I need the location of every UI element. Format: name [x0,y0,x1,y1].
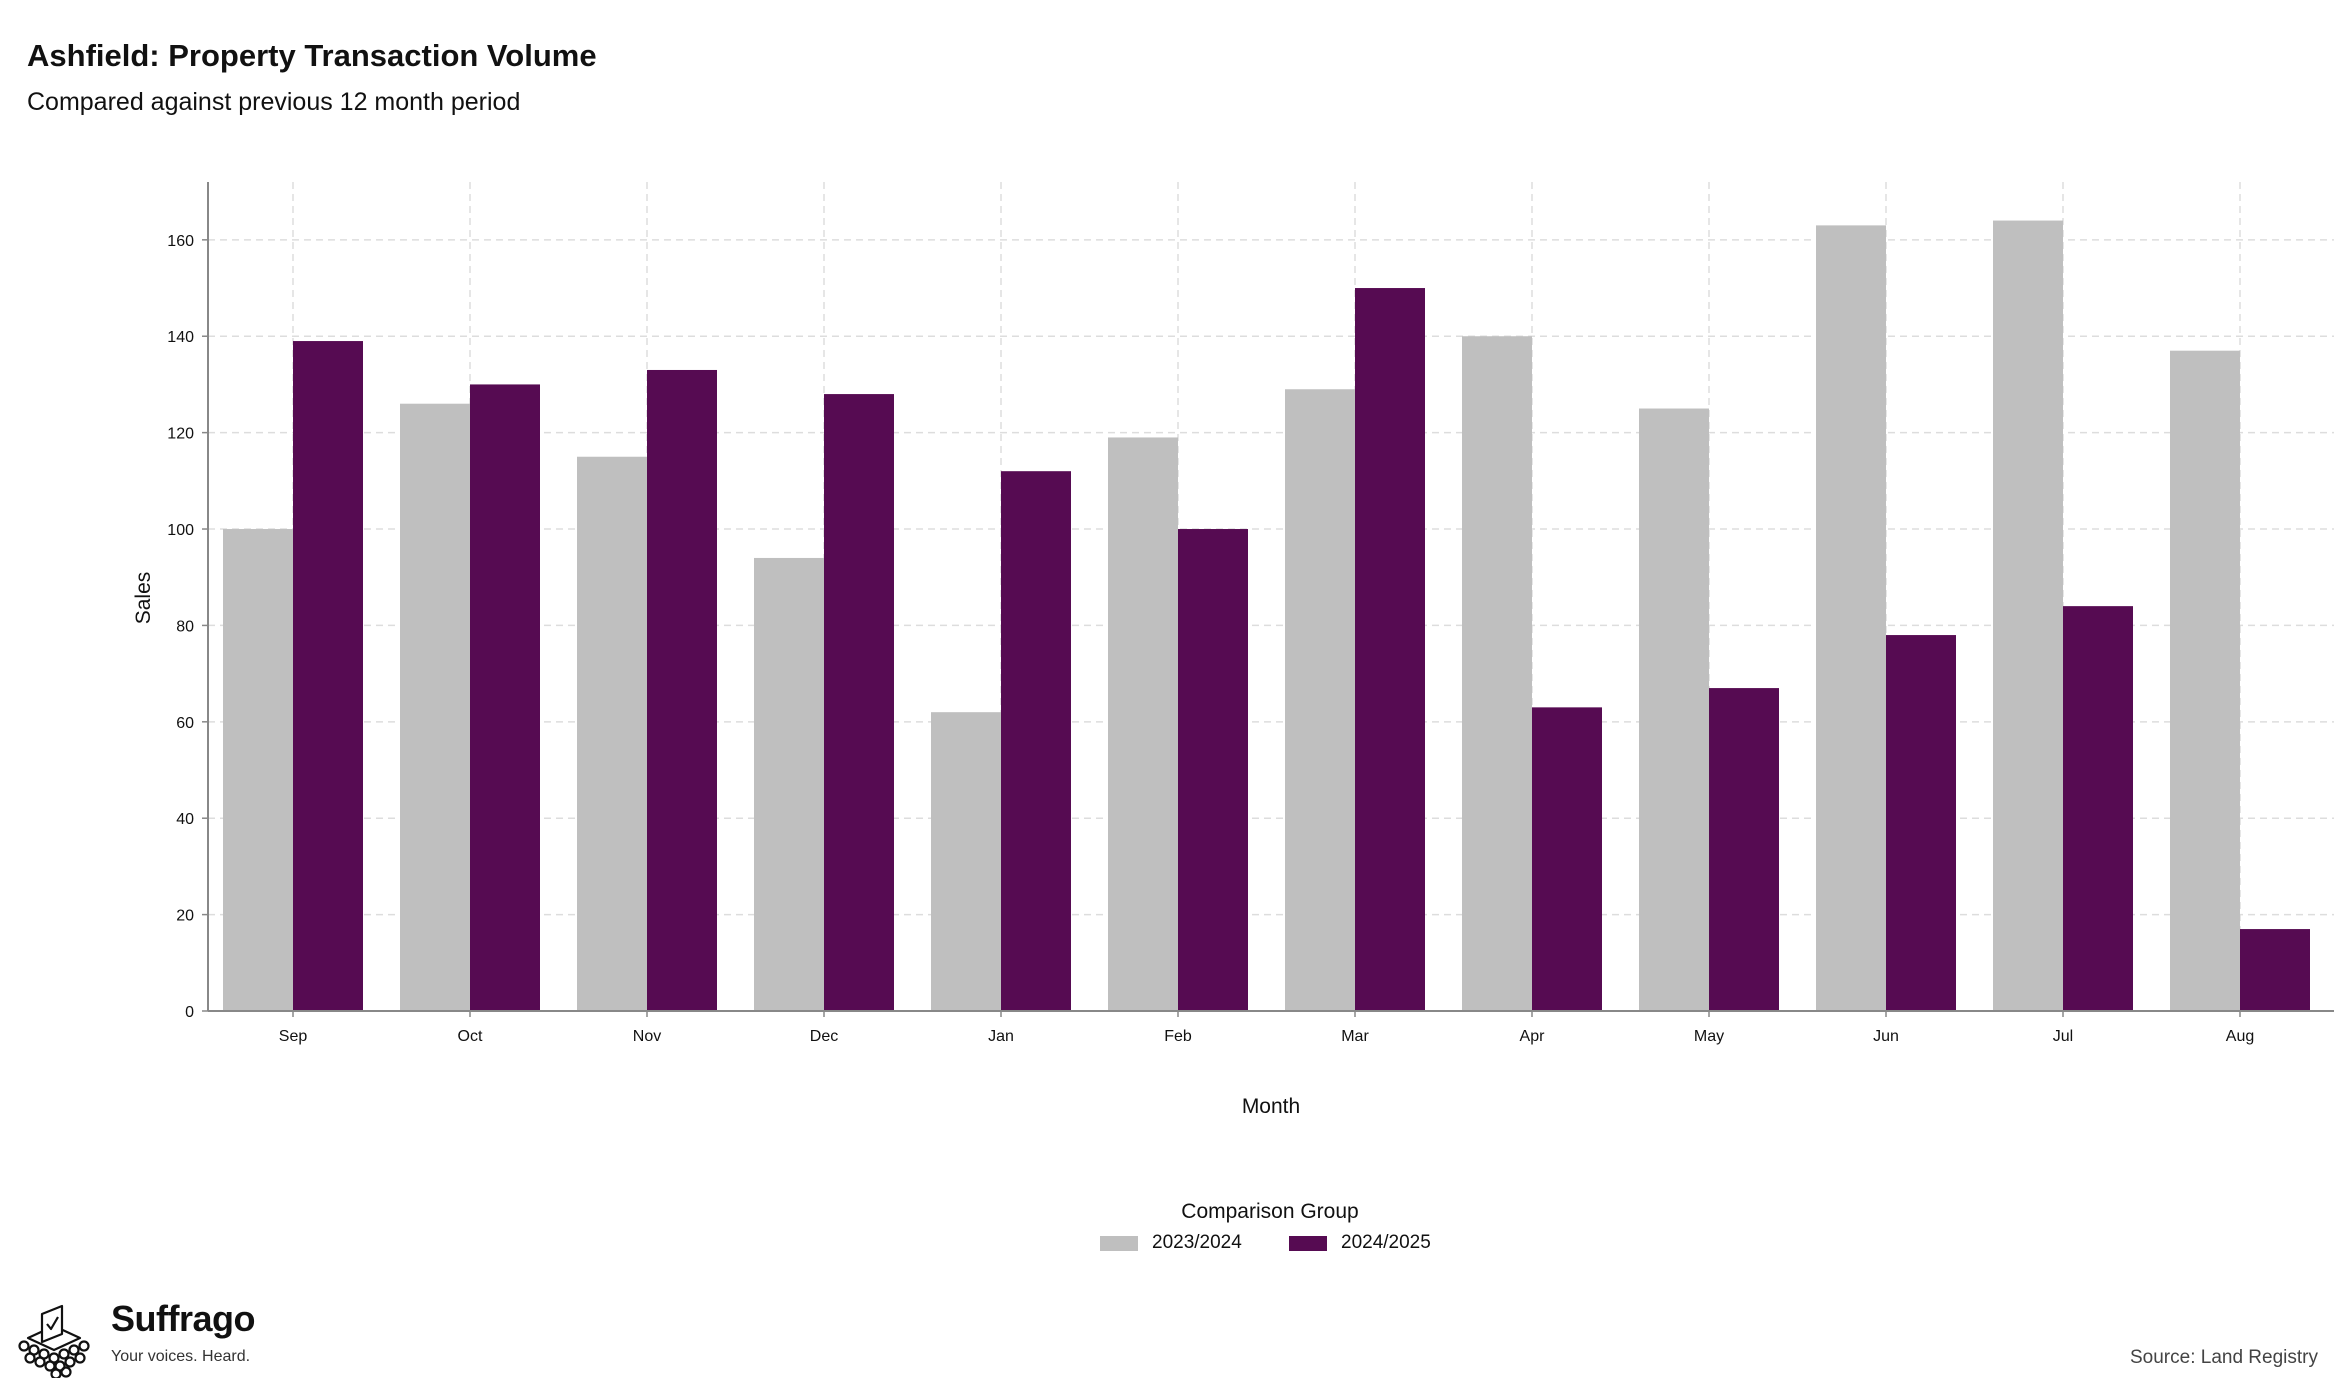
legend-item-2023-2024: 2023/2024 [1100,1232,1242,1254]
bar-2024-2025-feb [1178,529,1248,1011]
axes [202,182,2334,1017]
chart-subtitle: Compared against previous 12 month perio… [27,88,521,116]
bar-2024-2025-apr [1532,707,1602,1011]
x-tick-label: May [1694,1028,1724,1045]
bar-2024-2025-jun [1886,635,1956,1011]
y-tick-label: 120 [167,426,194,443]
x-tick-label: Apr [1520,1028,1546,1045]
x-tick-label: Oct [458,1028,483,1045]
legend-label-2023-2024: 2023/2024 [1152,1232,1242,1253]
legend-item-2024-2025: 2024/2025 [1289,1232,1431,1254]
bars [223,220,2310,1012]
bar-2023-2024-jun [1816,225,1886,1011]
bar-2024-2025-dec [824,394,894,1011]
x-tick-label: Nov [633,1028,661,1045]
legend-label-2024-2025: 2024/2025 [1341,1232,1431,1253]
bar-2024-2025-jan [1001,471,1071,1011]
y-tick-label: 80 [176,618,194,635]
y-tick-label: 140 [167,329,194,346]
bar-chart: 0 20 40 60 80 100 120 140 160 Sep Oct Nov Dec Jan Feb M… [132,182,2334,1118]
legend-swatch-2023-2024 [1100,1235,1138,1251]
bar-2024-2025-aug [2240,929,2310,1011]
bar-2023-2024-jul [1993,220,2063,1012]
bar-2024-2025-may [1709,688,1779,1011]
y-tick-label: 0 [185,1004,194,1021]
y-tick-label: 60 [176,715,194,732]
x-tick-label: Dec [810,1028,838,1045]
ballot-box-logo-icon [18,1304,90,1378]
bar-2023-2024-dec [754,557,824,1011]
bar-2023-2024-nov [577,456,647,1011]
y-tick-label: 40 [176,811,194,828]
bar-2023-2024-feb [1108,437,1178,1012]
bar-2023-2024-may [1639,408,1709,1012]
bar-2023-2024-apr [1462,336,1532,1011]
legend-swatch-2024-2025 [1289,1235,1327,1251]
bar-2024-2025-jul [2063,606,2133,1011]
x-tick-label: Sep [279,1028,308,1045]
bar-2023-2024-mar [1285,389,1355,1011]
bar-2023-2024-aug [2170,350,2240,1011]
bar-2024-2025-mar [1355,288,1425,1011]
x-tick-label: Feb [1164,1028,1192,1045]
brand-name: Suffrago [111,1298,256,1339]
y-axis-title: Sales [132,572,155,625]
y-tick-label: 160 [167,233,194,250]
bar-2024-2025-nov [647,369,717,1011]
x-tick-label: Jan [988,1028,1014,1045]
legend-title: Comparison Group [1181,1200,1359,1223]
x-tick-label: Jul [2053,1028,2073,1045]
brand-tagline: Your voices. Heard. [111,1348,251,1365]
x-axis-title: Month [1242,1095,1300,1118]
legend: 2023/2024 2024/2025 [0,1232,2334,1262]
x-tick-label: Aug [2226,1028,2254,1045]
bar-2024-2025-sep [293,341,363,1011]
bar-2024-2025-oct [470,384,540,1011]
x-tick-label: Mar [1341,1028,1369,1045]
brand: Suffrago Your voices. Heard. [14,1298,274,1378]
bar-2023-2024-oct [400,403,470,1011]
x-tick-label: Jun [1873,1028,1899,1045]
bar-2023-2024-jan [931,712,1001,1011]
bar-2023-2024-sep [223,529,293,1011]
y-tick-label: 20 [176,908,194,925]
source-note: Source: Land Registry [2130,1347,2318,1368]
y-tick-label: 100 [167,522,194,539]
tick-labels: 0 20 40 60 80 100 120 140 160 Sep Oct Nov Dec Jan Feb M… [167,233,2254,1045]
chart-title: Ashfield: Property Transaction Volume [27,38,597,73]
